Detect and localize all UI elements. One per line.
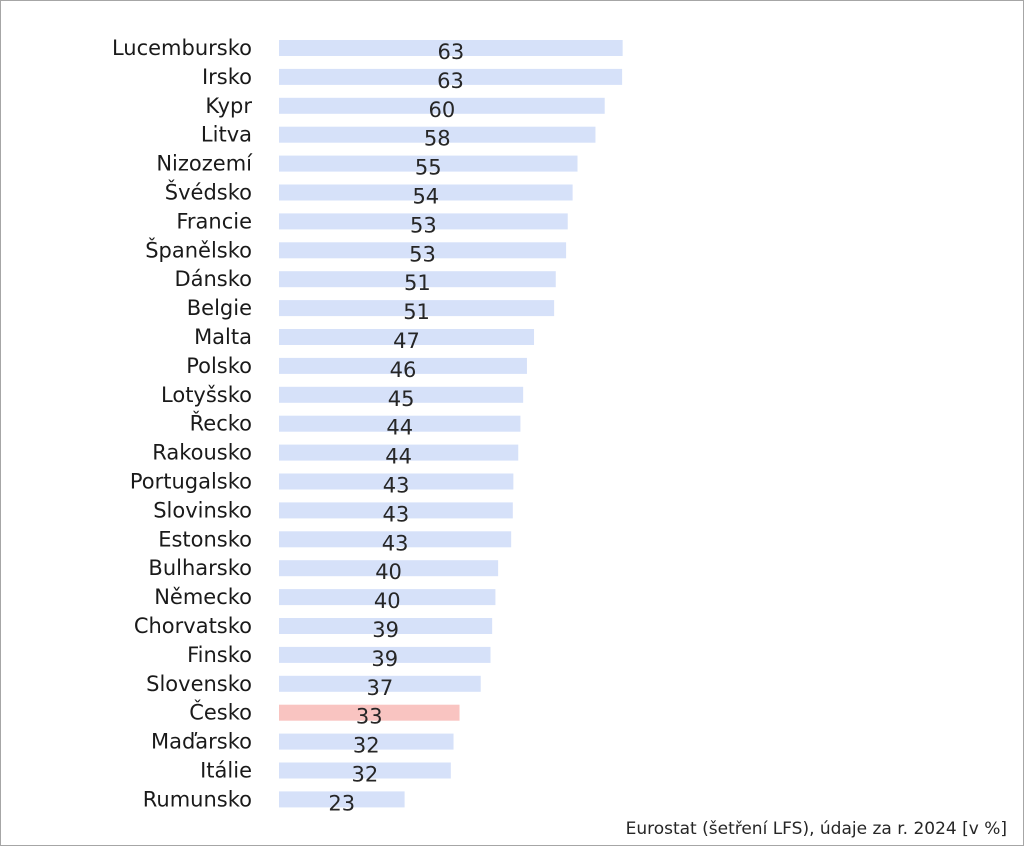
- category-label: Portugalsko: [130, 470, 252, 494]
- bar-item: [279, 155, 578, 172]
- bar-item: [279, 589, 496, 606]
- category-label: Nizozemí: [156, 152, 253, 176]
- value-label: 39: [372, 618, 399, 642]
- bar-item: [279, 242, 567, 259]
- category-label: Francie: [176, 209, 252, 233]
- category-label: Dánsko: [174, 267, 252, 291]
- source-note: Eurostat (šetření LFS), údaje za r. 2024…: [625, 819, 1007, 839]
- category-label: Slovinsko: [153, 498, 252, 522]
- bar-item: [279, 300, 555, 317]
- category-label: Česko: [189, 700, 252, 725]
- category-label: Rumunsko: [143, 787, 252, 811]
- value-label: 53: [410, 213, 437, 237]
- bar-item: [279, 184, 573, 201]
- value-label: 63: [437, 69, 464, 93]
- value-label: 37: [366, 676, 393, 700]
- value-label: 51: [403, 300, 430, 324]
- category-label: Švédsko: [165, 180, 252, 205]
- bar-item: [279, 646, 491, 663]
- category-label: Belgie: [187, 296, 252, 320]
- value-label: 32: [352, 763, 379, 787]
- value-label: 46: [390, 358, 417, 382]
- value-label: 39: [371, 647, 398, 671]
- bar-item: [279, 126, 596, 143]
- value-label: 43: [382, 531, 409, 555]
- bar-item: [279, 68, 623, 85]
- category-label: Irsko: [202, 65, 252, 89]
- bar-item: [279, 531, 512, 548]
- category-label: Německo: [154, 585, 252, 609]
- bar-item: [279, 415, 521, 432]
- value-label: 51: [404, 271, 431, 295]
- bar-item: [279, 271, 556, 288]
- bar-item: [279, 675, 481, 692]
- category-label: Španělsko: [145, 237, 252, 262]
- bar-item: [279, 213, 568, 230]
- category-label: Lucembursko: [112, 36, 252, 60]
- category-label: Slovensko: [146, 672, 252, 696]
- bar-item: [279, 444, 519, 461]
- value-label: 63: [437, 40, 464, 64]
- value-label: 60: [428, 98, 455, 122]
- value-label: 33: [356, 705, 383, 729]
- value-label: 43: [383, 502, 410, 526]
- bar-item: [279, 618, 493, 634]
- value-label: 45: [388, 387, 415, 411]
- category-label: Bulharsko: [148, 556, 252, 580]
- bar-item: [279, 733, 454, 750]
- bar-item: [279, 473, 514, 490]
- value-label: 58: [424, 127, 451, 151]
- category-label: Chorvatsko: [134, 614, 252, 638]
- value-label: 32: [353, 734, 380, 758]
- category-label: Polsko: [186, 354, 252, 378]
- bar-item: [279, 357, 527, 374]
- category-label: Řecko: [190, 411, 252, 436]
- bar-item: [279, 97, 605, 114]
- bar-item: [279, 791, 405, 808]
- category-label: Kypr: [205, 94, 252, 118]
- value-label: 40: [374, 589, 401, 613]
- category-label: Lotyšsko: [161, 383, 252, 407]
- category-label: Malta: [194, 325, 252, 349]
- category-label: Litva: [201, 123, 252, 147]
- value-label: 47: [393, 329, 420, 353]
- value-label: 43: [383, 474, 410, 498]
- value-label: 44: [385, 445, 412, 469]
- value-label: 53: [409, 242, 436, 266]
- value-label: 44: [386, 416, 413, 440]
- category-label: Maďarsko: [151, 730, 252, 754]
- value-label: 40: [375, 560, 402, 584]
- value-label: 55: [415, 156, 442, 180]
- category-label: Rakousko: [152, 441, 252, 465]
- value-label: 54: [412, 185, 439, 209]
- bar-item: [279, 40, 623, 56]
- bar-item: [279, 329, 535, 345]
- bar-item: [279, 762, 451, 779]
- bar-highlight: [279, 704, 460, 721]
- category-label: Estonsko: [158, 527, 252, 551]
- category-label: Finsko: [187, 643, 252, 667]
- value-label: 23: [328, 791, 355, 815]
- category-label: Itálie: [200, 759, 252, 783]
- bar-item: [279, 386, 524, 403]
- bar-item: [279, 502, 513, 519]
- bar-item: [279, 560, 499, 577]
